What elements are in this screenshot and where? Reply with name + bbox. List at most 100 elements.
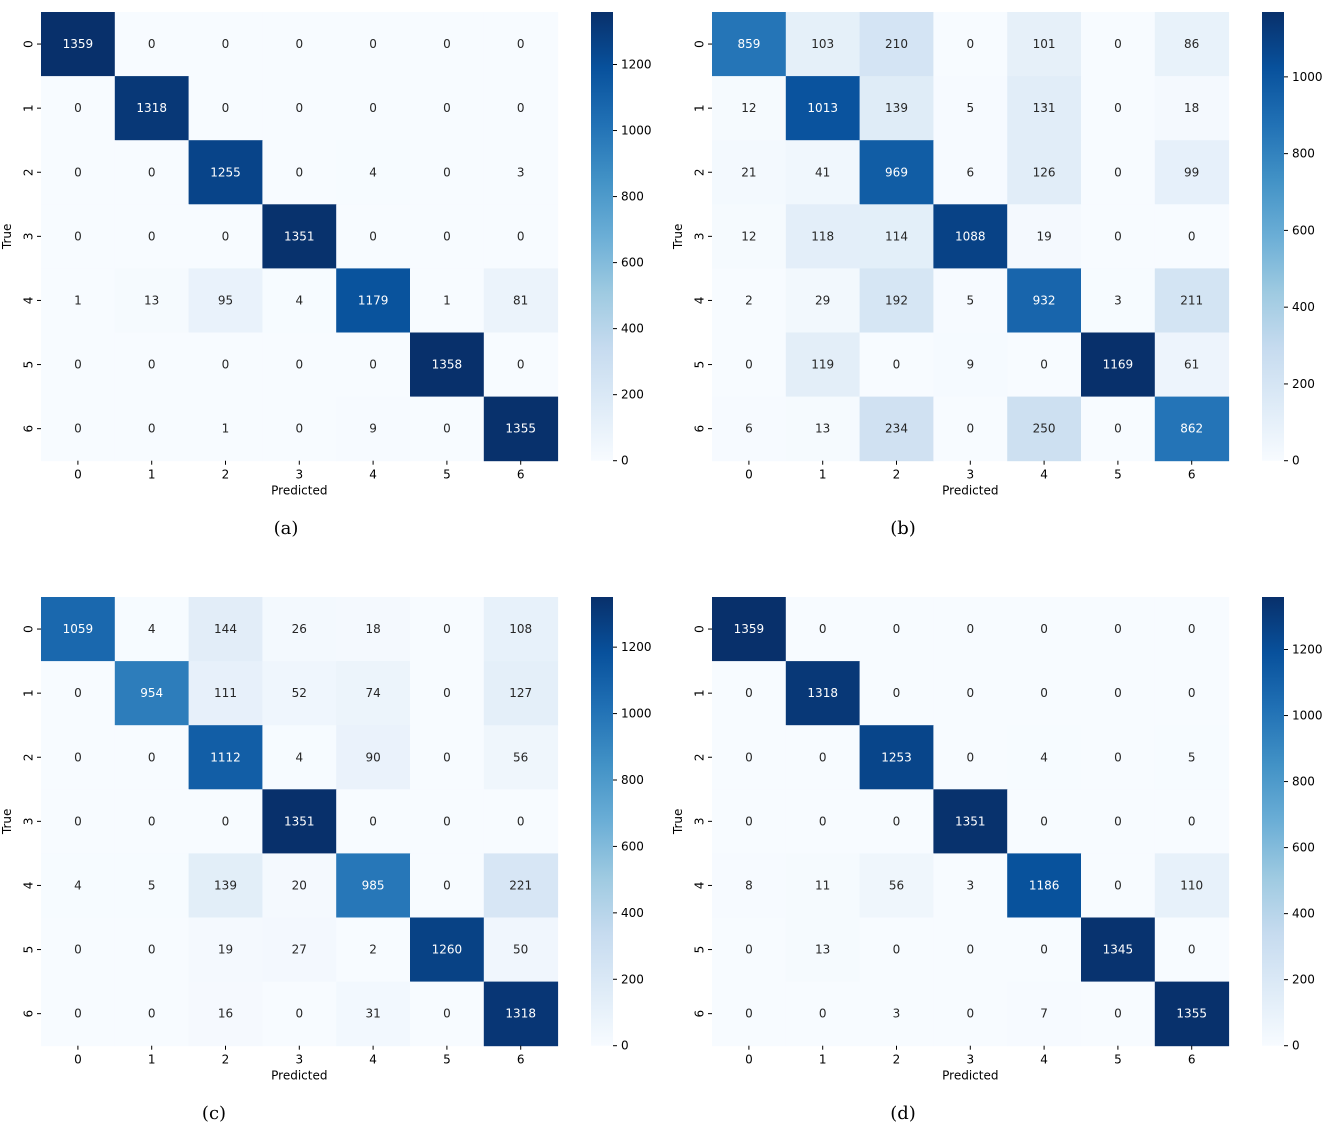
x-axis-title: Predicted (271, 1069, 327, 1083)
cell-value-label: 1088 (955, 229, 986, 243)
heatmap-cell (410, 853, 485, 918)
cell-value-label: 0 (148, 37, 156, 51)
heatmap-cell (188, 140, 263, 205)
x-tick-label: 5 (443, 468, 451, 482)
cell-value-label: 50 (513, 943, 528, 957)
x-tick-label: 6 (517, 468, 525, 482)
heatmap-cell (785, 853, 861, 918)
heatmap-cell (1007, 12, 1082, 77)
heatmap-cell (336, 917, 411, 983)
y-tick-label: 4 (22, 297, 36, 305)
heatmap-cell (114, 332, 190, 398)
cell-value-label: 4 (295, 750, 303, 764)
cell-value-label: 1179 (358, 293, 389, 307)
heatmap-cell (1081, 981, 1156, 1047)
heatmap-cell (41, 12, 116, 77)
heatmap-cell (1154, 140, 1230, 205)
cell-value-label: 0 (443, 750, 451, 764)
cell-value-label: 0 (1114, 686, 1122, 700)
y-tick-label: 5 (22, 946, 36, 954)
heatmap-cell (1154, 332, 1230, 398)
heatmap-cell (410, 204, 485, 269)
cell-value-label: 127 (509, 686, 532, 700)
cell-value-label: 969 (885, 165, 908, 179)
heatmap-cell (41, 789, 116, 854)
heatmap-cell (262, 76, 337, 141)
cell-value-label: 0 (443, 37, 451, 51)
heatmap-cell (336, 140, 411, 205)
heatmap-cell (1007, 917, 1082, 983)
heatmap-cell (114, 981, 190, 1047)
heatmap-cell (483, 268, 559, 333)
cell-value-label: 0 (148, 165, 156, 179)
colorbar-tick-label: 1000 (621, 707, 652, 721)
cell-value-label: 118 (811, 229, 834, 243)
heatmap-cell (410, 76, 485, 141)
heatmap-cell (1007, 853, 1082, 918)
cell-value-label: 19 (218, 943, 233, 957)
cell-value-label: 4 (295, 293, 303, 307)
y-axis-title: True (0, 224, 14, 251)
heatmap-cell (1154, 204, 1230, 269)
cell-value-label: 1013 (807, 101, 838, 115)
heatmap-cell (336, 204, 411, 269)
cell-value-label: 0 (74, 686, 82, 700)
cell-value-label: 6 (745, 422, 753, 436)
subfigure-caption: (c) (202, 1103, 226, 1124)
subfigure-caption: (d) (890, 1103, 916, 1124)
cell-value-label: 0 (893, 358, 901, 372)
heatmap-cell (1007, 597, 1082, 662)
colorbar-tick-label: 800 (1292, 775, 1315, 789)
heatmap-cell (114, 853, 190, 918)
cell-value-label: 31 (365, 1007, 380, 1021)
cell-value-label: 0 (295, 1007, 303, 1021)
y-tick-label: 2 (693, 753, 707, 761)
heatmap-cell (785, 140, 861, 205)
heatmap-cell (1081, 661, 1156, 726)
cell-value-label: 0 (148, 1007, 156, 1021)
y-tick-label: 4 (693, 297, 707, 305)
heatmap-cell (410, 917, 485, 983)
heatmap-cell (410, 661, 485, 726)
cell-value-label: 108 (509, 622, 532, 636)
cell-value-label: 0 (893, 943, 901, 957)
heatmap-cell (41, 204, 116, 269)
cell-value-label: 210 (885, 37, 908, 51)
heatmap-cell (933, 332, 1008, 398)
cell-value-label: 0 (819, 814, 827, 828)
cell-value-label: 0 (1114, 422, 1122, 436)
heatmap-cell (1154, 396, 1230, 462)
y-tick-label: 4 (693, 882, 707, 890)
heatmap-cell (410, 789, 485, 854)
heatmap-cell (483, 917, 559, 983)
cell-value-label: 4 (1040, 750, 1048, 764)
heatmap-cell (410, 725, 485, 790)
cell-value-label: 0 (369, 101, 377, 115)
heatmap-cell (785, 396, 861, 462)
cell-value-label: 0 (295, 165, 303, 179)
cell-value-label: 0 (1114, 622, 1122, 636)
y-tick-label: 5 (693, 946, 707, 954)
heatmap-cell (785, 789, 861, 854)
colorbar (591, 12, 613, 461)
heatmap-cell (712, 917, 787, 983)
colorbar-tick-label: 400 (621, 906, 644, 920)
cell-value-label: 0 (1114, 101, 1122, 115)
heatmap-cell (114, 12, 190, 77)
cell-value-label: 0 (1114, 1007, 1122, 1021)
cell-value-label: 101 (1033, 37, 1056, 51)
cell-value-label: 3 (517, 165, 525, 179)
cell-value-label: 0 (74, 750, 82, 764)
heatmap-cell (712, 268, 787, 333)
heatmap-cell (114, 917, 190, 983)
heatmap-cell (859, 789, 934, 854)
heatmap-cell (114, 76, 190, 141)
heatmap-cell (114, 204, 190, 269)
cell-value-label: 0 (148, 358, 156, 372)
cell-value-label: 1169 (1103, 358, 1134, 372)
heatmap-cell (712, 853, 787, 918)
colorbar-tick-label: 1000 (621, 124, 652, 138)
cell-value-label: 103 (811, 37, 834, 51)
colorbar-tick-label: 800 (621, 773, 644, 787)
